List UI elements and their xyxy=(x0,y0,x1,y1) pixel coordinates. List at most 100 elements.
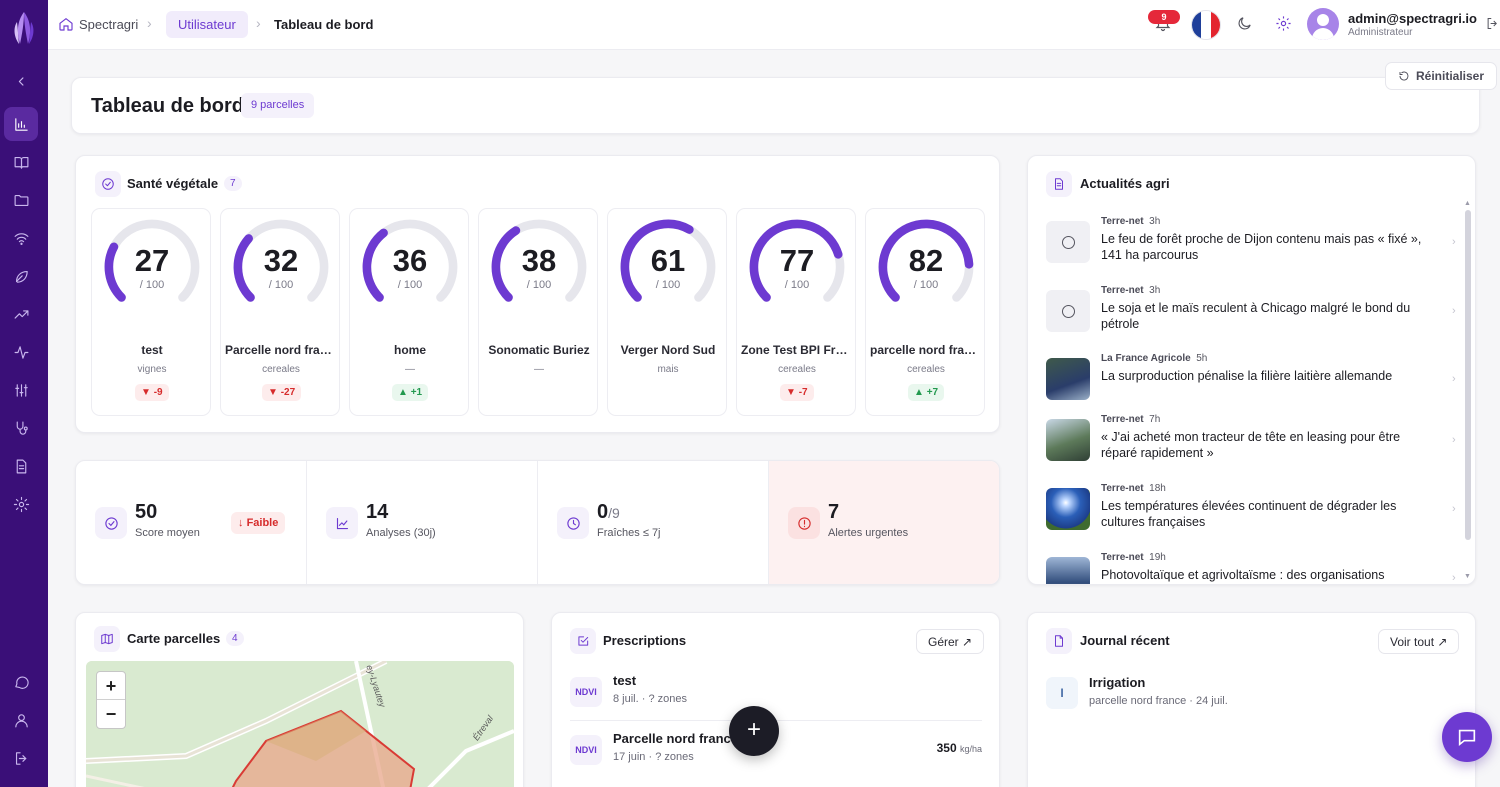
scroll-up-icon[interactable]: ▲ xyxy=(1464,200,1471,207)
news-thumbnail xyxy=(1046,488,1090,530)
bar-chart-icon xyxy=(14,117,28,131)
gauge-fill xyxy=(620,219,694,302)
breadcrumb-separator-icon: › xyxy=(147,15,152,31)
gauge-max: / 100 xyxy=(913,279,939,291)
sidebar xyxy=(0,0,48,787)
kpi-fresh: 0/9 Fraîches ≤ 7j xyxy=(538,461,769,584)
settings-button[interactable] xyxy=(1275,15,1295,35)
theme-toggle-button[interactable] xyxy=(1236,15,1256,35)
nav-reports[interactable] xyxy=(4,449,38,483)
prescription-row[interactable]: NDVI test 8 juil. · ? zones xyxy=(570,663,982,720)
news-item[interactable]: Terre-net 19h Photovoltaïque et agrivolt… xyxy=(1046,552,1464,584)
breadcrumb-home[interactable]: Spectragri xyxy=(79,17,139,32)
gauge-crop: cereales xyxy=(778,364,816,375)
parcel-map[interactable]: ey-Lyautey Étreval + − xyxy=(86,661,514,787)
home-icon[interactable] xyxy=(58,16,74,32)
news-item[interactable]: Terre-net 3h Le feu de forêt proche de D… xyxy=(1046,216,1464,278)
gauge-score: 27 xyxy=(134,243,170,278)
news-headline: Les températures élevées continuent de d… xyxy=(1101,499,1397,529)
news-source: Terre-net 3h xyxy=(1101,216,1160,227)
kpi-fresh-value: 0/9 xyxy=(597,501,620,524)
news-source: Terre-net 18h xyxy=(1101,483,1166,494)
news-age: 7h xyxy=(1149,414,1161,425)
news-age: 5h xyxy=(1196,353,1208,364)
news-item[interactable]: Terre-net 3h Le soja et le maïs reculent… xyxy=(1046,285,1464,347)
journal-entry-name[interactable]: Irrigation xyxy=(1089,675,1146,690)
gauge-parcel-name: Verger Nord Sud xyxy=(620,343,716,357)
health-gauge[interactable]: 77 / 100 Zone Test BPI France cereales ▼ … xyxy=(736,208,856,416)
scroll-down-icon[interactable]: ▼ xyxy=(1464,573,1471,580)
nav-guide[interactable] xyxy=(4,145,38,179)
add-prescription-button[interactable]: + xyxy=(729,706,779,756)
kpi-analyses-label: Analyses (30j) xyxy=(366,527,436,539)
gauge-arc xyxy=(104,219,200,302)
trending-up-icon xyxy=(14,309,28,319)
manage-prescriptions-button[interactable]: Gérer ↗ xyxy=(916,629,985,654)
gauge-score: 77 xyxy=(779,243,815,278)
gauge-fill xyxy=(104,242,126,302)
health-gauge[interactable]: 36 / 100 home — ▲ +1 xyxy=(349,208,469,416)
gauge-fill xyxy=(749,219,843,302)
nav-dashboard[interactable] xyxy=(4,107,38,141)
health-gauge[interactable]: 32 / 100 Parcelle nord france cereales ▼ … xyxy=(220,208,340,416)
chevron-right-icon: › xyxy=(1452,503,1456,515)
spectragri-logo[interactable] xyxy=(8,10,40,46)
nav-parcels[interactable] xyxy=(4,183,38,217)
news-scrollbar[interactable] xyxy=(1465,210,1471,540)
gauge-arc xyxy=(878,219,974,302)
chevron-right-icon: › xyxy=(1452,434,1456,446)
health-gauge[interactable]: 38 / 100 Sonomatic Buriez — xyxy=(478,208,598,416)
ndvi-badge: NDVI xyxy=(570,677,602,707)
nav-crops[interactable] xyxy=(4,259,38,293)
wifi-icon xyxy=(14,232,28,245)
news-placeholder-icon xyxy=(1046,290,1090,332)
prescription-name: Parcelle nord france xyxy=(613,731,738,746)
gauge-max: / 100 xyxy=(268,279,294,291)
health-gauge[interactable]: 82 / 100 parcelle nord france cereales ▲ … xyxy=(865,208,985,416)
check-circle-icon xyxy=(95,507,127,539)
chat-support-button[interactable] xyxy=(1442,712,1492,762)
plant-health-count: 7 xyxy=(224,176,242,191)
gauge-score: 82 xyxy=(908,243,944,278)
news-item[interactable]: Terre-net 7h « J'ai acheté mon tracteur … xyxy=(1046,414,1464,476)
nav-sensors[interactable] xyxy=(4,221,38,255)
logout-button[interactable] xyxy=(1485,16,1500,34)
news-item[interactable]: Terre-net 18h Les températures élevées c… xyxy=(1046,483,1464,545)
score-status-badge: ↓ Faible xyxy=(231,512,286,534)
language-flag-icon[interactable] xyxy=(1191,10,1221,40)
map-icon xyxy=(94,626,120,652)
user-email[interactable]: admin@spectragri.io xyxy=(1348,11,1477,26)
news-item[interactable]: La France Agricole 5h La surproduction p… xyxy=(1046,353,1464,415)
nav-activity[interactable] xyxy=(4,335,38,369)
avatar[interactable] xyxy=(1307,8,1339,40)
health-gauge[interactable]: 61 / 100 Verger Nord Sud mais xyxy=(607,208,727,416)
leaf-icon xyxy=(15,270,28,283)
score-status-label: Faible xyxy=(246,517,279,529)
news-document-icon xyxy=(1046,171,1072,197)
gauge-parcel-name: test xyxy=(141,343,163,357)
breadcrumb-section[interactable]: Utilisateur xyxy=(166,11,248,38)
nav-settings[interactable] xyxy=(4,487,38,521)
health-gauge[interactable]: 27 / 100 test vignes ▼ -9 xyxy=(91,208,211,416)
nav-settings-sliders[interactable] xyxy=(4,373,38,407)
zoom-in-button[interactable]: + xyxy=(97,672,125,700)
nav-logout[interactable] xyxy=(4,741,38,775)
prescription-meta: 17 juin · ? zones xyxy=(613,751,694,763)
nav-messages[interactable] xyxy=(4,665,38,699)
gear-icon xyxy=(13,496,29,512)
news-headline: Photovoltaïque et agrivoltaïsme : des or… xyxy=(1101,568,1385,582)
reset-button[interactable]: Réinitialiser xyxy=(1385,62,1497,90)
kpi-average-score-label: Score moyen xyxy=(135,527,200,539)
news-thumbnail xyxy=(1046,358,1090,400)
news-source-name: Terre-net xyxy=(1101,414,1144,425)
gauge-delta-badge: ▼ -7 xyxy=(780,384,814,401)
nav-treatments[interactable] xyxy=(4,411,38,445)
news-source-name: Terre-net xyxy=(1101,483,1144,494)
chat-icon xyxy=(1458,729,1476,747)
view-all-journal-button[interactable]: Voir tout ↗ xyxy=(1378,629,1460,654)
nav-trends[interactable] xyxy=(4,297,38,331)
nav-profile[interactable] xyxy=(4,703,38,737)
zoom-out-button[interactable]: − xyxy=(105,704,117,724)
gauge-parcel-name: Sonomatic Buriez xyxy=(488,343,590,357)
collapse-sidebar-button[interactable] xyxy=(4,64,38,98)
